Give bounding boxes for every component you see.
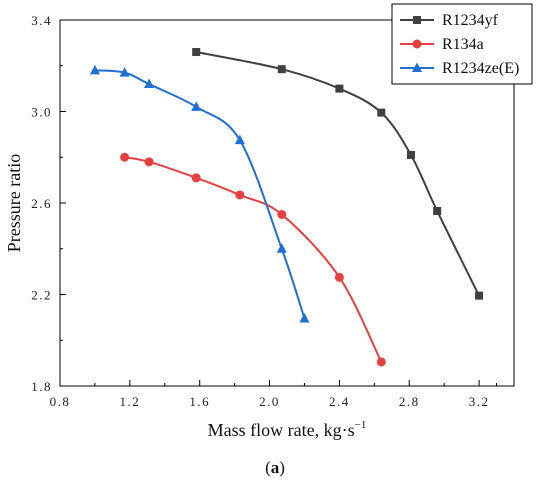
series-line-r1234ze-e [94,69,306,319]
data-point-r1234yf [406,150,415,159]
chart: 0.8 1.2 1.6 2.0 2.4 2.8 3.2 1.8 2.2 2.6 3.0 3.4 Ma… [4,3,533,440]
series-lines [94,51,480,363]
caption-close: ) [279,458,285,477]
y-tick-label: 1.8 [31,379,52,394]
data-point-r134a [120,152,130,162]
figure-caption: (a) [0,458,550,478]
x-axis-label-superscript: −1 [355,419,367,431]
legend: R1234yf R134a R1234ze(E) [391,3,533,85]
data-point-r134a [235,190,245,200]
data-point-r134a [334,272,344,282]
series-markers [89,48,484,367]
y-axis-label: Pressure ratio [4,154,24,252]
x-axis-label: Mass flow rate, kg·s−1 [208,419,367,440]
data-point-r134a [144,157,154,167]
caption-letter: a [270,458,280,477]
legend-marker-r134a [412,39,422,49]
data-point-r1234ze-e [191,101,202,111]
legend-label-r134a: R134a [442,36,484,53]
x-tick-label: 2.0 [259,394,280,409]
data-point-r134a [191,173,201,183]
y-tick-label: 2.6 [31,196,52,211]
data-point-r1234ze-e [299,313,310,323]
x-tick-label: 2.8 [399,394,420,409]
data-point-r134a [376,357,386,367]
legend-label-r1234yf: R1234yf [442,12,499,29]
series-line-r134a [124,156,383,363]
data-point-r134a [277,209,287,219]
x-tick-label: 1.2 [119,394,140,409]
legend-label-r1234ze-e: R1234ze(E) [442,60,519,77]
data-point-r1234yf [433,207,442,216]
data-point-r1234ze-e [276,243,287,253]
data-point-r1234ze-e [234,134,245,145]
data-point-r1234ze-e [144,78,155,89]
y-axis-ticks: 1.8 2.2 2.6 3.0 3.4 [31,13,66,394]
data-point-r1234ze-e [119,67,130,77]
x-tick-label: 1.6 [189,394,210,409]
x-tick-label: 0.8 [50,394,71,409]
data-point-r1234yf [277,65,286,74]
legend-marker-r1234ze-e [412,62,422,72]
data-point-r1234yf [377,108,386,117]
x-axis-ticks: 0.8 1.2 1.6 2.0 2.4 2.8 3.2 [50,380,498,409]
x-axis-label-text: Mass flow rate, kg·s [208,420,355,440]
caption-open: ( [265,458,271,477]
data-point-r1234yf [192,48,201,57]
y-tick-label: 3.0 [31,105,52,120]
legend-marker-r1234yf [413,16,421,24]
y-tick-label: 3.4 [31,13,52,28]
data-point-r1234yf [475,291,484,300]
x-tick-label: 3.2 [469,394,490,409]
x-tick-label: 2.4 [329,394,350,409]
y-tick-label: 2.2 [31,288,52,303]
data-point-r1234yf [335,84,344,93]
data-point-r1234ze-e [89,64,100,75]
